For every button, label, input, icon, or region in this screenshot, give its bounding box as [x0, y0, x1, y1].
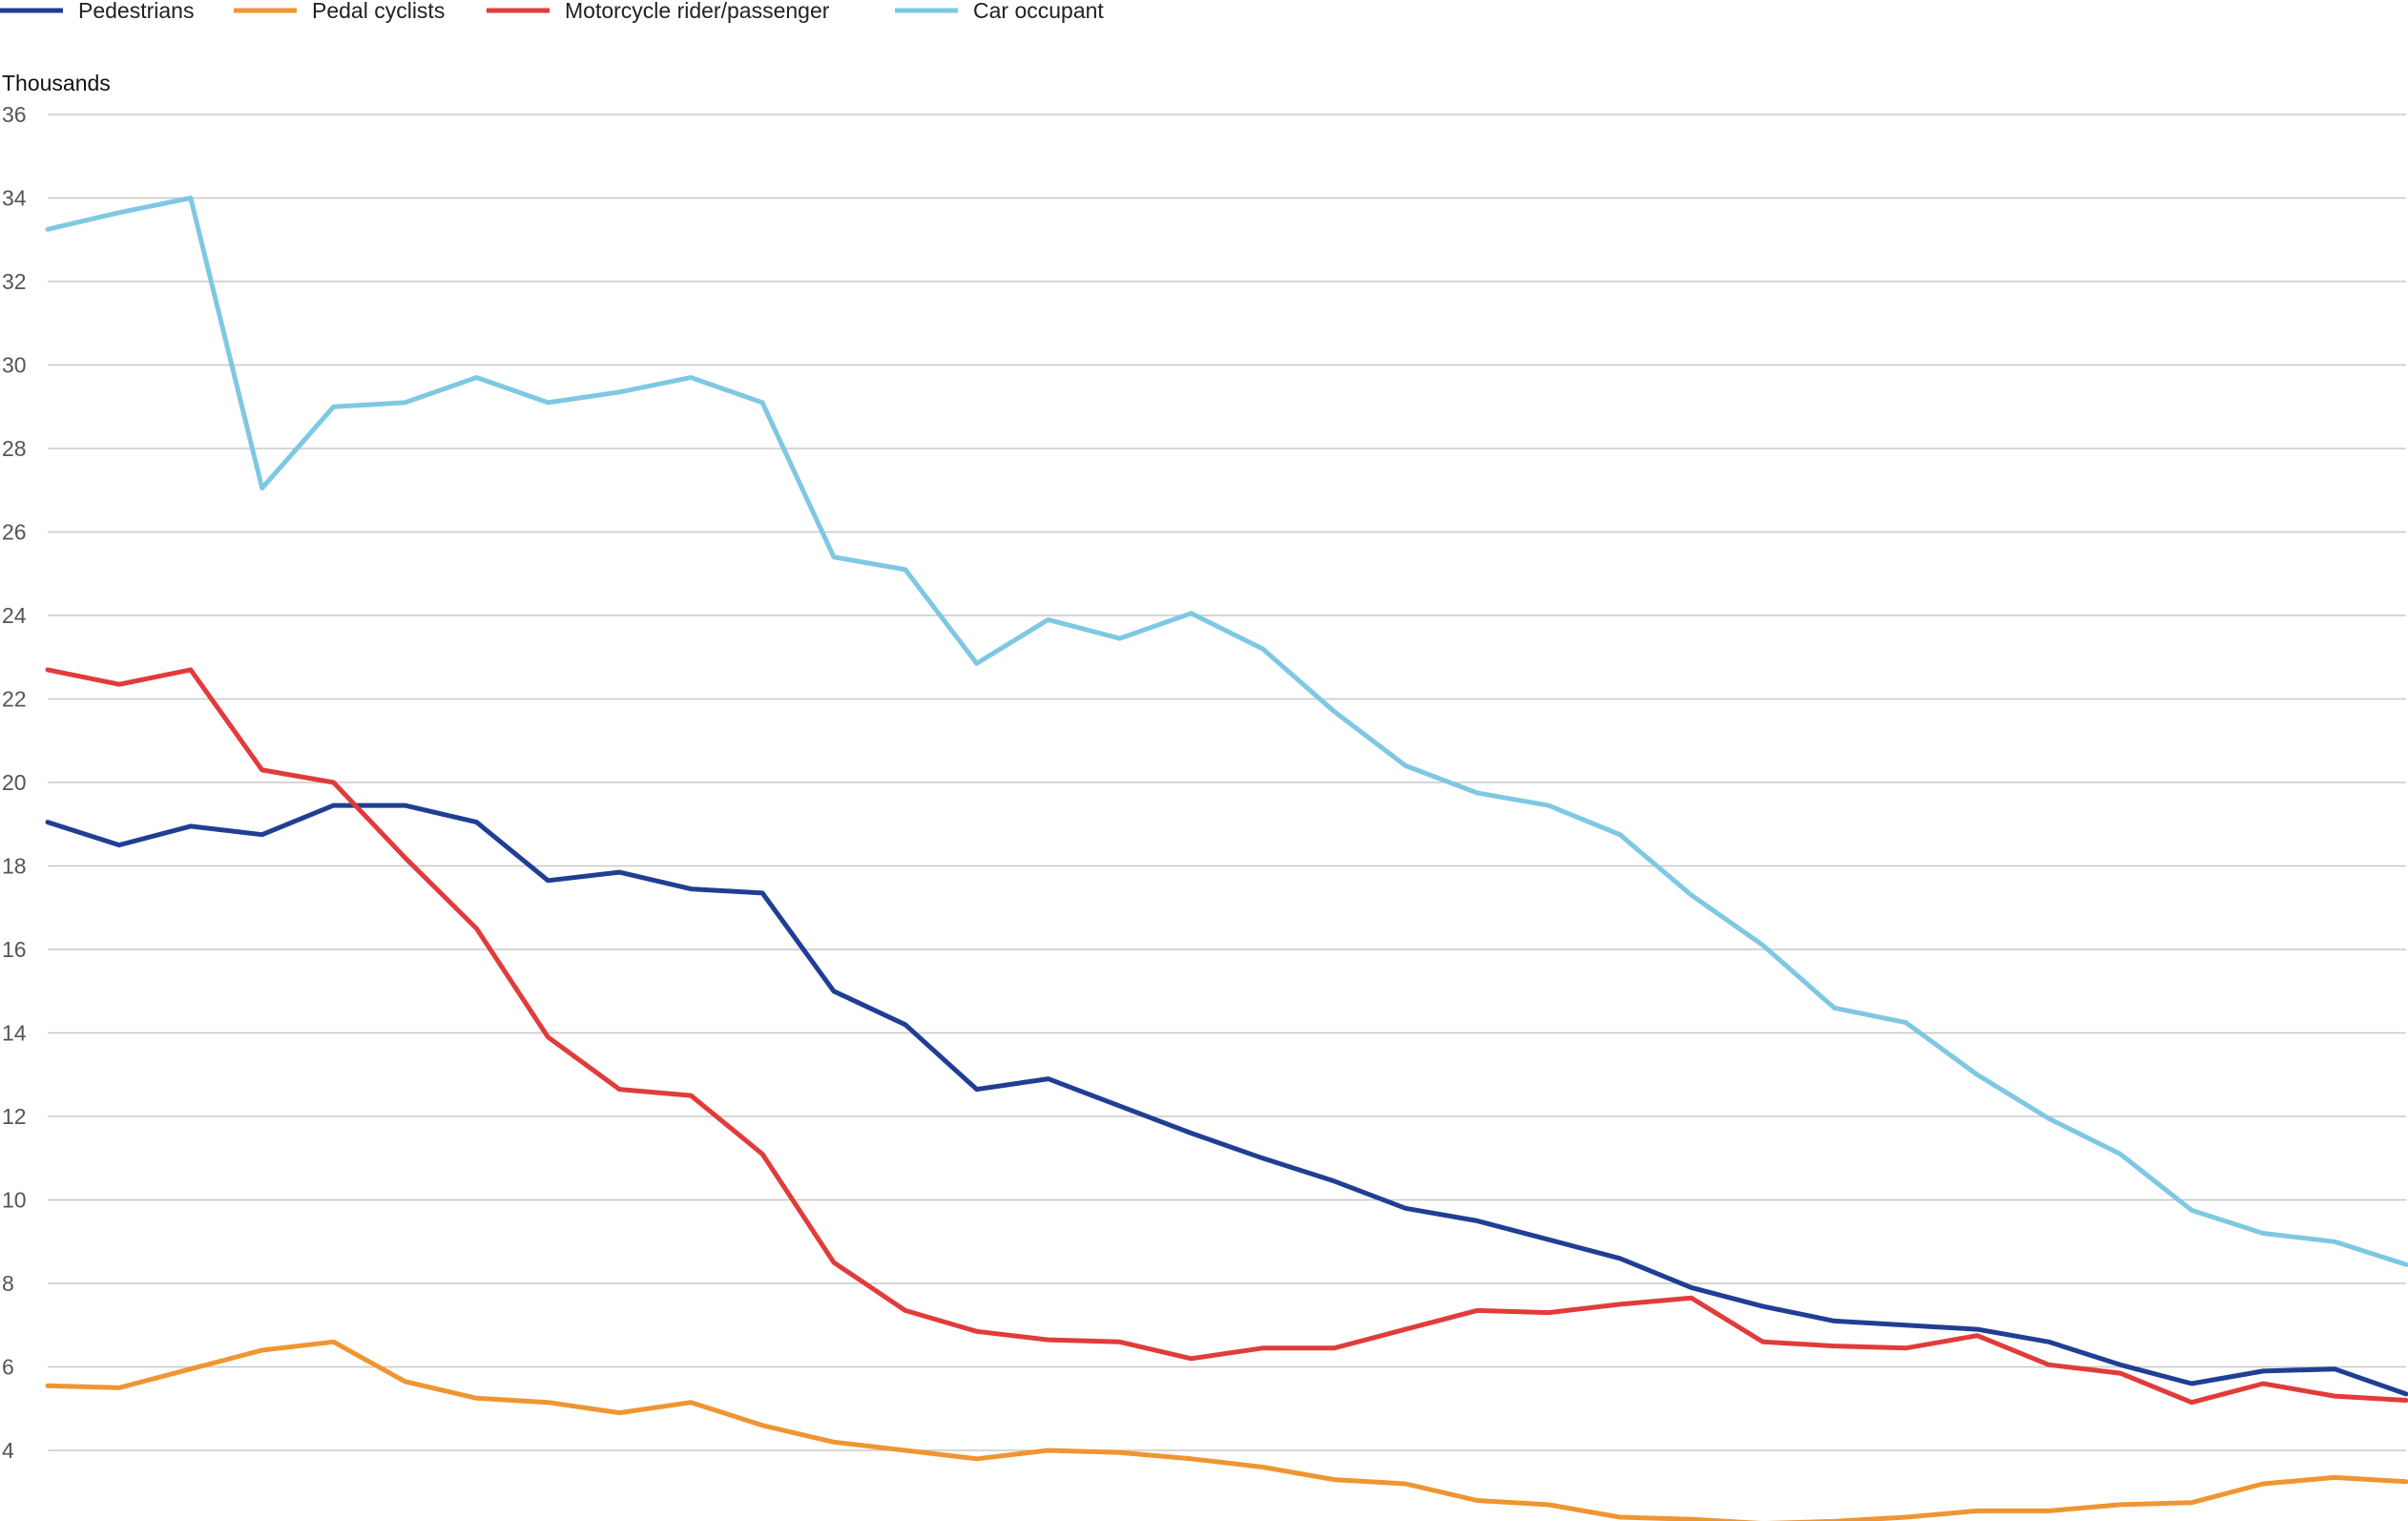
series-line-car-occupant	[45, 196, 2408, 1267]
y-tick-label-22: 22	[2, 687, 27, 712]
legend-label-car-occupant: Car occupant	[973, 0, 1104, 23]
y-tick-label-14: 14	[2, 1021, 27, 1046]
legend-label-pedestrians: Pedestrians	[78, 0, 194, 23]
y-tick-label-30: 30	[2, 353, 27, 378]
series-line-motorcycle-rider-passenger	[45, 667, 2408, 1406]
series-line-pedestrians	[45, 802, 2408, 1397]
y-tick-label-4: 4	[2, 1438, 14, 1463]
y-tick-label-16: 16	[2, 937, 27, 962]
y-tick-label-6: 6	[2, 1355, 14, 1380]
y-axis-tick-labels: 4 6 8 10 12 14 16 18 20 22 24 26 28 30 32 34 36	[2, 102, 27, 1463]
y-tick-label-26: 26	[2, 520, 27, 545]
y-tick-label-32: 32	[2, 269, 27, 294]
y-tick-label-34: 34	[2, 186, 27, 211]
y-tick-label-10: 10	[2, 1188, 27, 1213]
y-tick-label-8: 8	[2, 1271, 14, 1296]
legend: Pedestrians Pedal cyclists Motorcycle ride…	[0, 0, 1104, 23]
legend-label-motorcycle-rider-passenger: Motorcycle rider/passenger	[565, 0, 830, 23]
y-tick-label-24: 24	[2, 603, 27, 628]
series-line-pedal-cyclists	[45, 1339, 2408, 1521]
y-tick-label-20: 20	[2, 770, 27, 795]
y-tick-label-28: 28	[2, 436, 27, 461]
legend-label-pedal-cyclists: Pedal cyclists	[312, 0, 445, 23]
series-lines	[45, 196, 2408, 1521]
y-axis-unit-label: Thousands	[2, 71, 111, 95]
y-tick-label-12: 12	[2, 1104, 27, 1129]
y-tick-label-18: 18	[2, 854, 27, 879]
gridlines	[48, 114, 2406, 1451]
y-tick-label-36: 36	[2, 102, 27, 127]
